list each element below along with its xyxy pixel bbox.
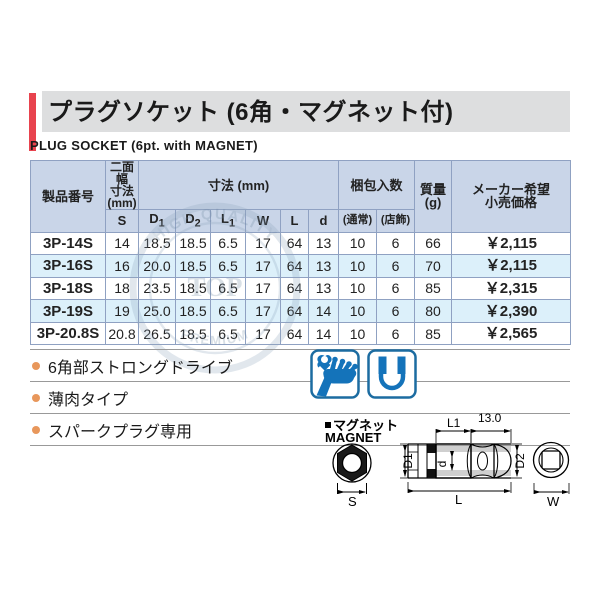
svg-text:d: d — [435, 461, 449, 468]
svg-text:S: S — [348, 494, 357, 509]
svg-text:L: L — [455, 492, 462, 507]
svg-text:D2: D2 — [513, 453, 527, 469]
svg-text:W: W — [547, 494, 560, 509]
svg-text:D1: D1 — [401, 453, 415, 469]
